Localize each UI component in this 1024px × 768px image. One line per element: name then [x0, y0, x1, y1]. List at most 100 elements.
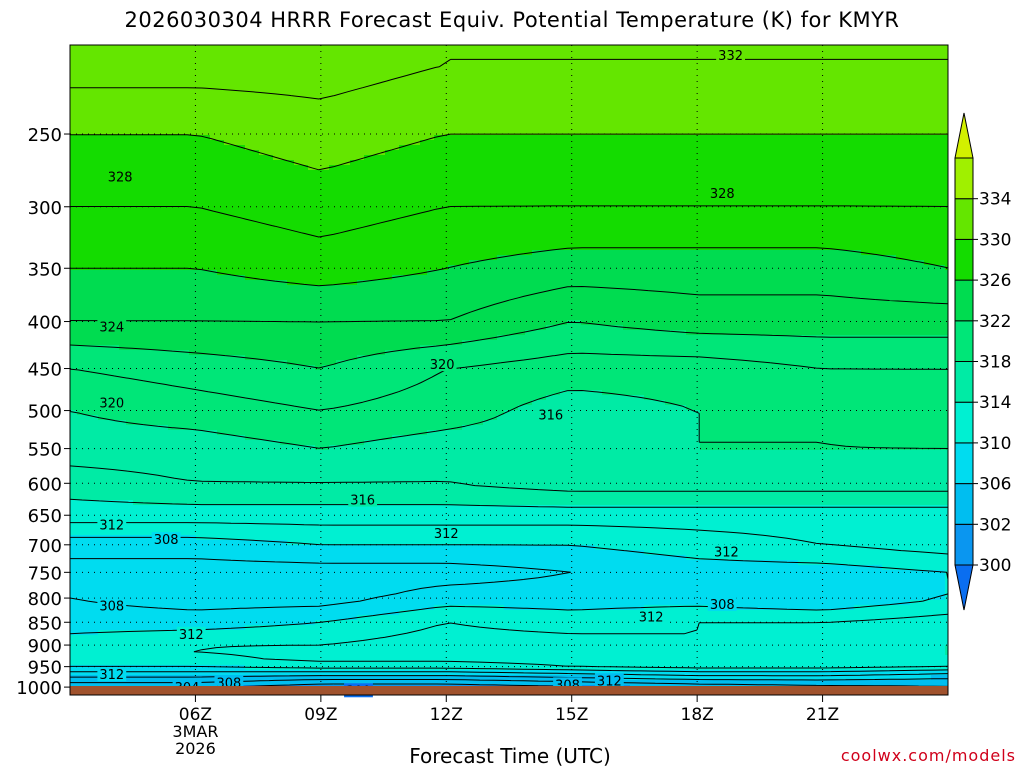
field-cell — [420, 195, 428, 201]
field-cell — [910, 75, 918, 81]
field-cell — [777, 120, 785, 126]
field-cell — [133, 100, 141, 106]
field-cell — [700, 185, 708, 191]
field-cell — [714, 205, 722, 211]
field-cell — [777, 190, 785, 196]
field-cell — [763, 85, 771, 91]
field-cell — [756, 195, 764, 201]
field-cell — [147, 165, 155, 171]
field-cell — [483, 135, 491, 141]
field-cell — [455, 180, 463, 186]
field-cell — [406, 170, 414, 176]
field-cell — [497, 165, 505, 171]
field-cell — [812, 75, 820, 81]
field-cell — [511, 185, 519, 191]
field-cell — [406, 165, 414, 171]
field-cell — [623, 220, 631, 226]
field-cell — [203, 240, 211, 246]
field-cell — [322, 205, 330, 211]
field-cell — [658, 155, 666, 161]
field-cell — [637, 110, 645, 116]
field-cell — [91, 55, 99, 61]
field-cell — [483, 185, 491, 191]
field-cell — [336, 170, 344, 176]
field-cell — [441, 240, 449, 246]
field-cell — [833, 230, 841, 236]
field-cell — [938, 125, 946, 131]
field-cell — [70, 180, 78, 186]
field-cell — [693, 65, 701, 71]
field-cell — [707, 45, 715, 51]
field-cell — [210, 80, 218, 86]
field-cell — [546, 160, 554, 166]
field-cell — [791, 145, 799, 151]
field-cell — [896, 155, 904, 161]
field-cell — [462, 155, 470, 161]
field-cell — [525, 185, 533, 191]
field-cell — [315, 135, 323, 141]
field-cell — [847, 195, 855, 201]
field-cell — [889, 150, 897, 156]
field-cell — [854, 95, 862, 101]
field-cell — [462, 95, 470, 101]
field-cell — [427, 190, 435, 196]
field-cell — [385, 160, 393, 166]
field-cell — [875, 210, 883, 216]
field-cell — [266, 45, 274, 51]
field-cell — [280, 130, 288, 136]
field-cell — [84, 225, 92, 231]
field-cell — [616, 75, 624, 81]
field-cell — [147, 230, 155, 236]
field-cell — [525, 205, 533, 211]
field-cell — [427, 60, 435, 66]
field-cell — [427, 155, 435, 161]
field-cell — [252, 90, 260, 96]
field-cell — [280, 90, 288, 96]
field-cell — [126, 145, 134, 151]
field-cell — [462, 220, 470, 226]
field-cell — [854, 90, 862, 96]
field-cell — [399, 205, 407, 211]
field-cell — [658, 85, 666, 91]
field-cell — [98, 165, 106, 171]
field-cell — [476, 110, 484, 116]
field-cell — [378, 235, 386, 241]
field-cell — [413, 135, 421, 141]
field-cell — [98, 160, 106, 166]
field-cell — [581, 175, 589, 181]
field-cell — [378, 180, 386, 186]
field-cell — [805, 215, 813, 221]
field-cell — [833, 205, 841, 211]
field-cell — [287, 195, 295, 201]
field-cell — [399, 210, 407, 216]
field-cell — [182, 45, 190, 51]
field-cell — [539, 60, 547, 66]
field-cell — [931, 130, 939, 136]
field-cell — [938, 145, 946, 151]
field-cell — [427, 185, 435, 191]
field-cell — [609, 205, 617, 211]
field-cell — [378, 90, 386, 96]
field-cell — [266, 95, 274, 101]
field-cell — [518, 125, 526, 131]
field-cell — [504, 220, 512, 226]
field-cell — [378, 240, 386, 246]
field-cell — [490, 110, 498, 116]
field-cell — [315, 200, 323, 206]
field-cell — [231, 55, 239, 61]
field-cell — [455, 85, 463, 91]
field-cell — [763, 200, 771, 206]
field-cell — [546, 130, 554, 136]
field-cell — [350, 155, 358, 161]
field-cell — [322, 235, 330, 241]
field-cell — [455, 215, 463, 221]
field-cell — [644, 165, 652, 171]
field-cell — [329, 115, 337, 121]
field-cell — [196, 165, 204, 171]
field-cell — [301, 180, 309, 186]
field-cell — [357, 50, 365, 56]
field-cell — [273, 215, 281, 221]
field-cell — [539, 120, 547, 126]
field-cell — [910, 200, 918, 206]
field-cell — [728, 85, 736, 91]
